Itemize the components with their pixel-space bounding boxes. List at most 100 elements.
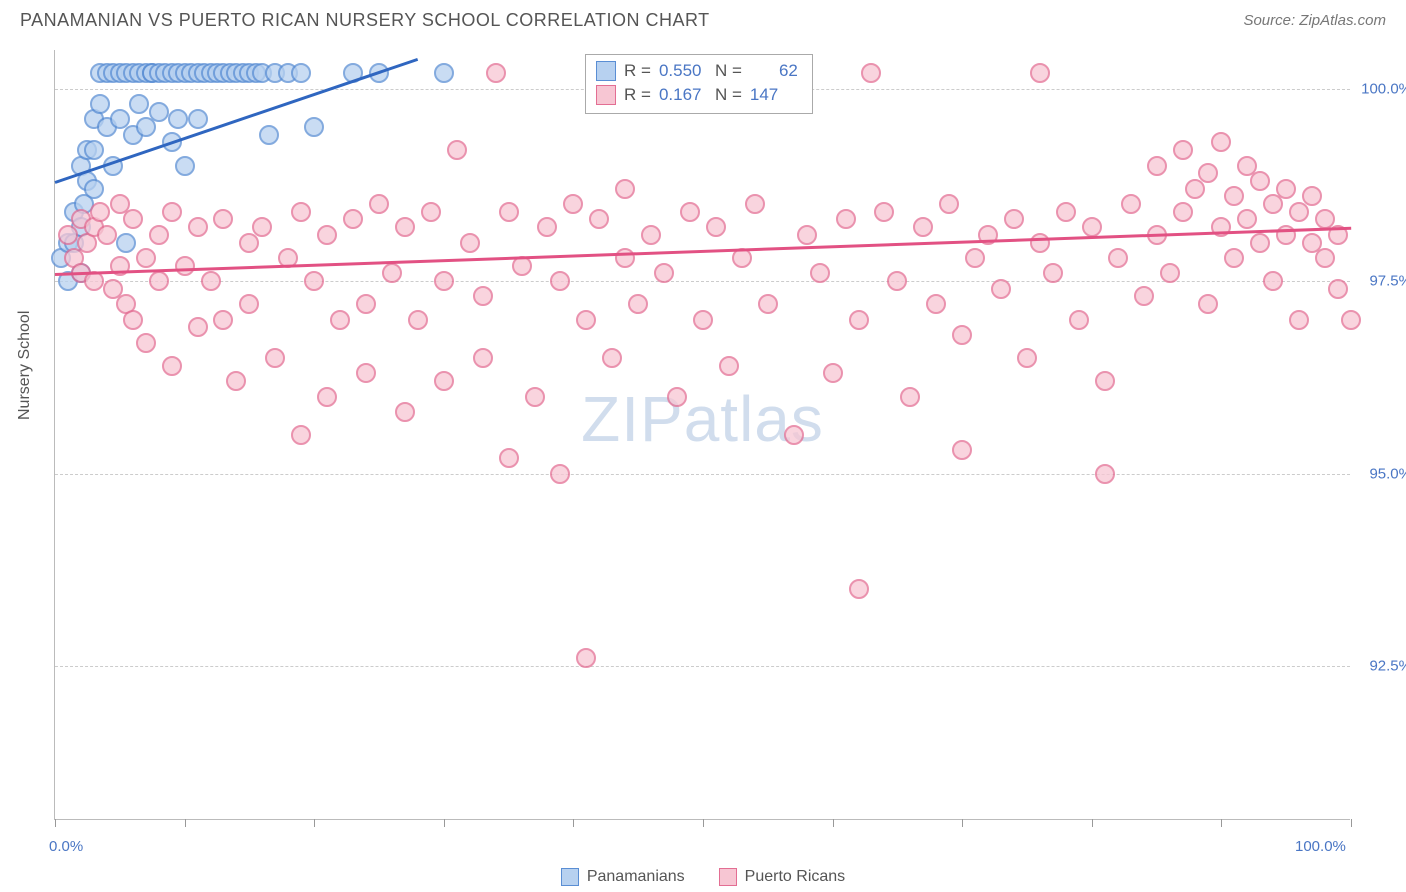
data-point [304, 271, 324, 291]
x-tick [833, 819, 834, 827]
x-tick [55, 819, 56, 827]
data-point [1069, 310, 1089, 330]
data-point [952, 440, 972, 460]
data-point [188, 217, 208, 237]
y-tick-label: 97.5% [1356, 273, 1406, 290]
data-point [758, 294, 778, 314]
data-point [97, 225, 117, 245]
data-point [304, 117, 324, 137]
data-point [201, 271, 221, 291]
data-point [887, 271, 907, 291]
gridline [55, 474, 1350, 475]
data-point [965, 248, 985, 268]
data-point [395, 402, 415, 422]
x-tick [1351, 819, 1352, 827]
y-axis-title: Nursery School [16, 311, 34, 420]
data-point [1198, 163, 1218, 183]
chart-title: PANAMANIAN VS PUERTO RICAN NURSERY SCHOO… [20, 10, 710, 31]
data-point [434, 371, 454, 391]
data-point [1160, 263, 1180, 283]
data-point [1030, 233, 1050, 253]
data-point [615, 179, 635, 199]
data-point [291, 425, 311, 445]
data-point [1173, 140, 1193, 160]
data-point [550, 464, 570, 484]
data-point [356, 363, 376, 383]
data-point [1250, 171, 1270, 191]
data-point [486, 63, 506, 83]
series-legend: Panamanians Puerto Ricans [0, 868, 1406, 886]
data-point [706, 217, 726, 237]
data-point [576, 648, 596, 668]
data-point [123, 310, 143, 330]
data-point [745, 194, 765, 214]
correlation-legend: R = 0.550 N = 62 R = 0.167 N = 147 [585, 54, 813, 114]
data-point [602, 348, 622, 368]
swatch-icon [596, 61, 616, 81]
data-point [1302, 186, 1322, 206]
data-point [369, 194, 389, 214]
data-point [1250, 233, 1270, 253]
data-point [1134, 286, 1154, 306]
data-point [874, 202, 894, 222]
data-point [1030, 63, 1050, 83]
data-point [926, 294, 946, 314]
data-point [1289, 310, 1309, 330]
data-point [1328, 279, 1348, 299]
data-point [499, 448, 519, 468]
data-point [1056, 202, 1076, 222]
data-point [162, 202, 182, 222]
data-point [123, 209, 143, 229]
data-point [1237, 209, 1257, 229]
data-point [1095, 464, 1115, 484]
data-point [434, 63, 454, 83]
data-point [90, 202, 110, 222]
data-point [563, 194, 583, 214]
data-point [1341, 310, 1361, 330]
data-point [473, 348, 493, 368]
x-tick [314, 819, 315, 827]
data-point [129, 94, 149, 114]
data-point [84, 179, 104, 199]
data-point [797, 225, 817, 245]
data-point [421, 202, 441, 222]
data-point [810, 263, 830, 283]
data-point [499, 202, 519, 222]
data-point [849, 579, 869, 599]
legend-label: Panamanians [587, 868, 685, 886]
data-point [900, 387, 920, 407]
data-point [861, 63, 881, 83]
data-point [447, 140, 467, 160]
data-point [550, 271, 570, 291]
data-point [641, 225, 661, 245]
data-point [175, 156, 195, 176]
data-point [525, 387, 545, 407]
legend-row: R = 0.550 N = 62 [596, 59, 798, 83]
data-point [291, 63, 311, 83]
swatch-icon [561, 868, 579, 886]
data-point [784, 425, 804, 445]
data-point [1043, 263, 1063, 283]
data-point [291, 202, 311, 222]
data-point [259, 125, 279, 145]
data-point [1198, 294, 1218, 314]
x-tick [573, 819, 574, 827]
data-point [1276, 225, 1296, 245]
data-point [213, 310, 233, 330]
data-point [693, 310, 713, 330]
gridline [55, 666, 1350, 667]
data-point [149, 271, 169, 291]
x-tick-label: 0.0% [49, 838, 83, 855]
y-tick-label: 95.0% [1356, 465, 1406, 482]
data-point [719, 356, 739, 376]
data-point [84, 140, 104, 160]
data-point [343, 209, 363, 229]
data-point [836, 209, 856, 229]
data-point [849, 310, 869, 330]
data-point [252, 217, 272, 237]
data-point [213, 209, 233, 229]
data-point [615, 248, 635, 268]
gridline [55, 281, 1350, 282]
data-point [952, 325, 972, 345]
legend-row: R = 0.167 N = 147 [596, 83, 798, 107]
